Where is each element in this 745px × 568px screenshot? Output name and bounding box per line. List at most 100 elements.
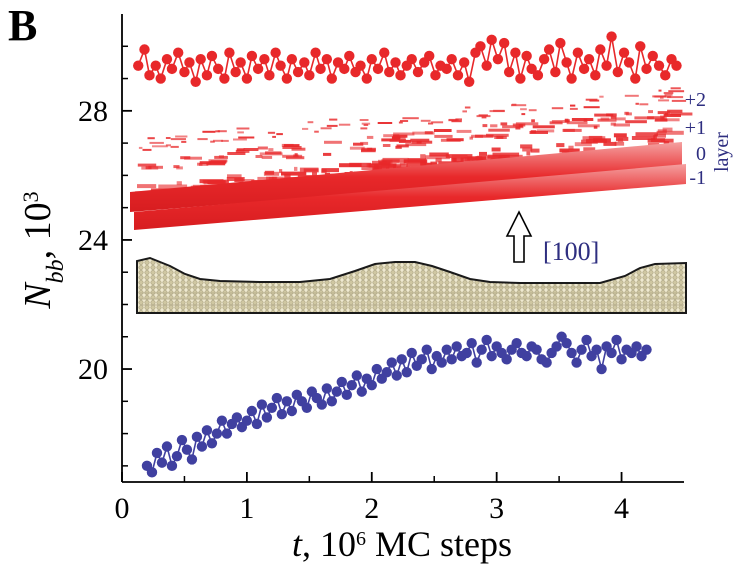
layer-patch xyxy=(652,95,667,98)
data-point xyxy=(241,73,253,84)
layer-patch xyxy=(284,173,291,178)
x-axis-label-rest: , 10 xyxy=(302,524,356,564)
data-point xyxy=(224,47,235,58)
layer-patch xyxy=(366,135,374,139)
data-point xyxy=(583,53,595,65)
layer-patch xyxy=(635,102,639,105)
data-point xyxy=(476,344,487,355)
layer-patch xyxy=(215,130,220,133)
data-point xyxy=(341,389,352,401)
data-point xyxy=(436,357,447,368)
layer-patch xyxy=(199,179,224,184)
layer-patch xyxy=(521,113,526,116)
layer-patch xyxy=(165,137,171,139)
layer-patch xyxy=(522,147,533,152)
data-point xyxy=(235,57,246,68)
data-point xyxy=(458,57,470,68)
layer-patch xyxy=(320,127,332,130)
data-point xyxy=(321,53,333,65)
data-point xyxy=(426,363,437,375)
layer-patch xyxy=(307,121,314,124)
layer-patch xyxy=(382,157,409,162)
data-point xyxy=(391,370,402,381)
data-point xyxy=(151,447,163,459)
data-point xyxy=(503,66,515,78)
layer-patch xyxy=(551,107,564,110)
y-tick-label: 28 xyxy=(78,95,108,128)
layer-patch xyxy=(451,120,462,123)
data-point xyxy=(286,405,298,417)
data-point xyxy=(623,57,635,68)
layer-patch xyxy=(233,138,247,141)
data-point xyxy=(275,60,286,71)
surface-inset: [100] +2 +1 0 -1 layer xyxy=(130,87,733,314)
layer-patch xyxy=(671,99,687,102)
data-point xyxy=(195,53,206,65)
data-point xyxy=(430,70,441,81)
x-tick-label: 2 xyxy=(364,492,379,525)
data-point xyxy=(606,347,617,359)
layer-patch xyxy=(512,123,526,127)
data-point xyxy=(216,415,228,426)
layer-patch xyxy=(583,147,596,152)
data-point xyxy=(219,73,230,84)
data-point xyxy=(471,357,482,368)
slab-layer-minus1 xyxy=(134,164,686,230)
layer-patch xyxy=(399,161,406,166)
data-point xyxy=(653,60,665,71)
data-point xyxy=(561,57,572,68)
layer-patch xyxy=(670,87,681,90)
layer-patch xyxy=(549,121,563,125)
data-point xyxy=(344,50,355,62)
layer-patch xyxy=(312,171,317,176)
data-point xyxy=(526,63,537,75)
layer-patch xyxy=(494,136,507,139)
data-point xyxy=(366,379,377,391)
data-point xyxy=(139,44,150,55)
data-point xyxy=(201,70,213,81)
data-point xyxy=(196,441,208,452)
data-point xyxy=(184,57,195,68)
layer-patch xyxy=(656,130,684,135)
layer-patch xyxy=(321,168,339,173)
layer-patch xyxy=(378,159,393,164)
data-point xyxy=(301,402,313,413)
layer-patch xyxy=(326,124,338,127)
layer-patch xyxy=(314,130,319,133)
layer-patch xyxy=(213,139,223,142)
data-point xyxy=(286,53,298,65)
layer-patch xyxy=(492,152,520,157)
layer-patch xyxy=(500,122,508,126)
layer-patch xyxy=(566,121,588,125)
layer-patch xyxy=(662,127,673,132)
data-point xyxy=(156,457,168,468)
layer-patch xyxy=(338,123,351,126)
data-point xyxy=(412,66,424,78)
data-point xyxy=(212,63,224,75)
layer-patch xyxy=(583,106,600,109)
layer-patch xyxy=(574,142,592,147)
layer-patch xyxy=(610,122,616,126)
layer-patch xyxy=(614,141,625,146)
layer-patch xyxy=(388,164,402,169)
data-point xyxy=(590,70,601,81)
layer-patch xyxy=(658,89,662,92)
data-point xyxy=(179,66,190,78)
data-point xyxy=(591,344,602,355)
data-point xyxy=(271,392,283,404)
layer-patch xyxy=(323,152,332,156)
layer-patch xyxy=(218,155,224,159)
layer-patch xyxy=(663,141,670,146)
y-axis-label: Nbb, 103 xyxy=(17,191,69,309)
data-point xyxy=(190,76,201,87)
data-point xyxy=(541,357,552,368)
data-point xyxy=(543,44,555,55)
layer-patch xyxy=(206,162,226,166)
data-point xyxy=(144,70,155,81)
data-point xyxy=(475,41,486,52)
layer-patch xyxy=(559,148,580,153)
data-point xyxy=(201,425,213,436)
data-point xyxy=(355,60,366,71)
layer-patch xyxy=(431,121,444,124)
layer-patch xyxy=(556,143,565,148)
